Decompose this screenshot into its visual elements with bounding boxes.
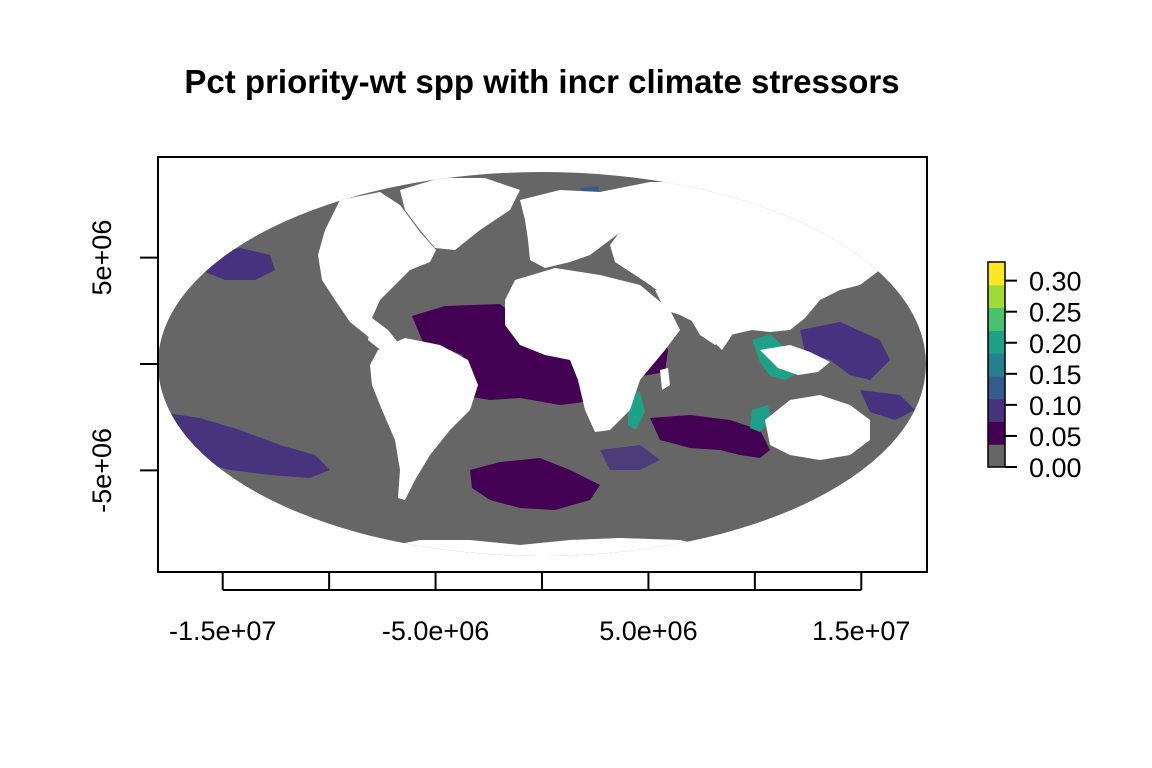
land-south-america <box>370 338 478 500</box>
legend-band <box>988 307 1005 331</box>
legend-tick-label: 0.15 <box>1029 360 1082 390</box>
land-uk <box>556 208 570 228</box>
legend-tick-label: 0.00 <box>1029 453 1082 483</box>
x-axis: -1.5e+07 -5.0e+06 5.0e+06 1.5e+07 <box>169 572 910 646</box>
x-tick-label: -1.5e+07 <box>169 616 276 646</box>
legend-band <box>988 284 1005 309</box>
y-axis: 5e+06 -5e+06 <box>87 220 158 513</box>
plot-title: Pct priority-wt spp with incr climate st… <box>184 63 899 100</box>
land-australia <box>765 395 870 460</box>
y-tick-label: -5e+06 <box>87 428 117 513</box>
legend-color-bands <box>988 262 1005 468</box>
land-north-america <box>318 192 436 350</box>
land-arabia-india <box>655 290 732 350</box>
x-tick-label: 1.5e+07 <box>812 616 910 646</box>
value-patch-indian-ocean <box>650 415 770 458</box>
legend-band <box>988 353 1005 377</box>
legend-tick-label: 0.25 <box>1029 298 1082 328</box>
legend-band <box>988 421 1005 445</box>
legend-band <box>988 330 1005 354</box>
legend-band <box>988 375 1005 400</box>
land-indonesia <box>760 345 830 375</box>
value-patch-coral-sea <box>860 390 915 420</box>
legend-band <box>988 398 1005 422</box>
legend-tick-label: 0.10 <box>1029 391 1082 421</box>
color-legend: 0.000.050.100.150.200.250.30 <box>987 261 1082 483</box>
land-new-zealand <box>902 455 916 478</box>
legend-tick-label: 0.20 <box>1029 329 1082 359</box>
value-patch-south-atlantic <box>470 458 600 510</box>
legend-frame <box>987 261 1006 468</box>
land-japan <box>848 255 862 280</box>
map-panel <box>158 172 926 556</box>
y-tick-label: 5e+06 <box>87 220 117 296</box>
land-africa <box>505 268 680 432</box>
x-tick-label: -5.0e+06 <box>382 616 489 646</box>
legend-tick-label: 0.05 <box>1029 422 1082 452</box>
x-tick-label: 5.0e+06 <box>599 616 697 646</box>
legend-tick-label: 0.30 <box>1029 267 1082 297</box>
land-europe <box>520 190 650 268</box>
land-greenland <box>400 178 520 250</box>
legend-band <box>988 444 1005 468</box>
value-patch-indian-ocean-south <box>600 445 660 470</box>
land-madagascar <box>660 368 670 390</box>
legend-ticks: 0.000.050.100.150.200.250.30 <box>1005 267 1082 483</box>
legend-band <box>988 262 1005 286</box>
value-patch-west-pacific <box>800 322 890 380</box>
